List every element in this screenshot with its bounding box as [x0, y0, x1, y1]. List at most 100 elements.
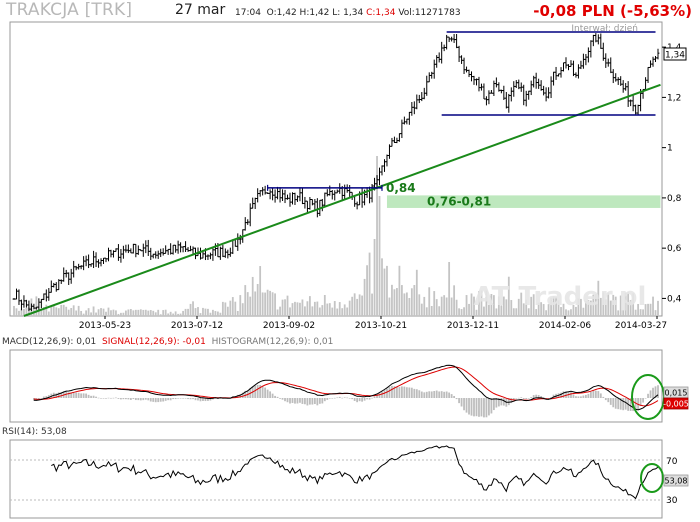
volume-bar: [505, 299, 508, 316]
volume-bar: [647, 303, 649, 316]
volume-bar: [343, 304, 346, 316]
volume-bar: [313, 301, 316, 316]
volume-bar: [207, 308, 209, 316]
volume-bar: [639, 309, 642, 316]
volume-bar: [629, 300, 632, 316]
volume-bar: [617, 310, 620, 316]
volume-bar: [473, 296, 475, 316]
macd-histogram-bar: [184, 398, 187, 399]
volume-bar: [251, 276, 254, 316]
volume-bar: [15, 308, 18, 316]
macd-histogram-bar: [517, 397, 520, 399]
trend-line[interactable]: [23, 83, 661, 317]
macd-histogram-bar: [361, 398, 364, 402]
macd-histogram-bar: [483, 398, 485, 418]
macd-histogram-bar: [343, 397, 346, 398]
volume-bar: [139, 309, 142, 316]
volume-bar: [212, 309, 214, 316]
macd-histogram-bar: [286, 398, 289, 403]
macd-histogram-bar: [177, 398, 180, 399]
macd-histogram-bar: [530, 397, 533, 398]
volume-bar: [599, 297, 602, 316]
volume-bar: [323, 294, 326, 316]
volume-bar: [580, 298, 582, 316]
volume-bar: [485, 290, 488, 316]
macd-line: [33, 364, 659, 411]
macd-histogram-bar: [358, 398, 361, 402]
volume-bar: [532, 294, 535, 316]
macd-histogram-bar: [378, 393, 381, 398]
volume-bar: [453, 285, 456, 316]
volume-bar: [269, 290, 272, 316]
macd-histogram-bar: [465, 398, 468, 413]
volume-bar: [517, 298, 520, 316]
volume-bar: [540, 302, 543, 316]
macd-histogram-bar: [617, 398, 620, 410]
macd-histogram-bar: [90, 395, 92, 398]
volume-bar: [216, 311, 219, 316]
macd-histogram-bar: [127, 398, 130, 400]
macd-histogram-bar: [408, 387, 411, 398]
macd-histogram-bar: [470, 398, 473, 416]
x-tick-label: 2013-10-21: [355, 321, 407, 331]
volume-bar: [562, 303, 565, 316]
volume-bar: [259, 266, 262, 316]
interval-label: Interwał: dzień: [571, 24, 638, 34]
volume-bar: [177, 313, 180, 316]
macd-histogram-bar: [580, 396, 582, 398]
volume-bar: [167, 313, 170, 316]
volume-bar: [488, 304, 490, 316]
macd-histogram-bar: [323, 398, 326, 402]
volume-bar: [378, 196, 381, 316]
macd-legend-macd: MACD(12,26,9): 0,01: [2, 337, 97, 347]
volume-bar: [107, 307, 110, 316]
svg-text:0,015: 0,015: [665, 389, 688, 398]
volume-bar: [555, 296, 557, 316]
macd-histogram-bar: [386, 388, 388, 398]
volume-bar: [224, 302, 227, 316]
macd-panel: [9, 349, 663, 423]
macd-histogram-bar: [522, 398, 525, 399]
volume-bar: [386, 265, 388, 316]
volume-bar: [239, 295, 242, 316]
volume-bars: [13, 156, 659, 316]
volume-bar: [266, 289, 269, 316]
volume-bar: [134, 309, 137, 316]
macd-histogram-bar: [575, 396, 577, 398]
volume-bar: [552, 296, 555, 316]
macd-histogram-bar: [289, 398, 291, 404]
macd-legend-signal: SIGNAL(12,26,9): -0,01: [102, 337, 206, 347]
macd-histogram-bar: [468, 398, 470, 415]
macd-histogram-bar: [313, 398, 316, 405]
macd-histogram-bar: [532, 395, 535, 398]
volume-bar: [455, 299, 458, 316]
macd-histogram-bar: [624, 398, 627, 410]
macd-histogram-bar: [182, 398, 184, 399]
volume-bar: [649, 303, 652, 316]
volume-bar: [105, 311, 107, 316]
macd-histogram-bar: [582, 395, 585, 398]
volume-bar: [657, 300, 659, 316]
macd-histogram-bar: [443, 391, 446, 398]
volume-bar: [438, 306, 441, 316]
volume-bar: [522, 303, 525, 316]
macd-histogram-bar: [271, 393, 274, 398]
macd-histogram-bar: [507, 398, 510, 406]
macd-histogram-bar: [117, 398, 120, 399]
macd-histogram-bar: [560, 392, 562, 398]
volume-bar: [286, 295, 289, 316]
volume-bar: [463, 307, 465, 316]
volume-bar: [318, 307, 321, 316]
volume-bar: [333, 301, 336, 316]
volume-bar: [557, 300, 560, 316]
volume-bar: [336, 308, 339, 316]
volume-bar: [614, 296, 617, 316]
volume-bar: [254, 291, 257, 316]
macd-histogram-bar: [589, 391, 592, 398]
macd-histogram-bar: [321, 398, 324, 404]
volume-bar: [443, 295, 446, 316]
macd-histogram-bar: [428, 391, 431, 398]
macd-histogram-bar: [308, 398, 311, 405]
volume-bar: [231, 297, 234, 316]
